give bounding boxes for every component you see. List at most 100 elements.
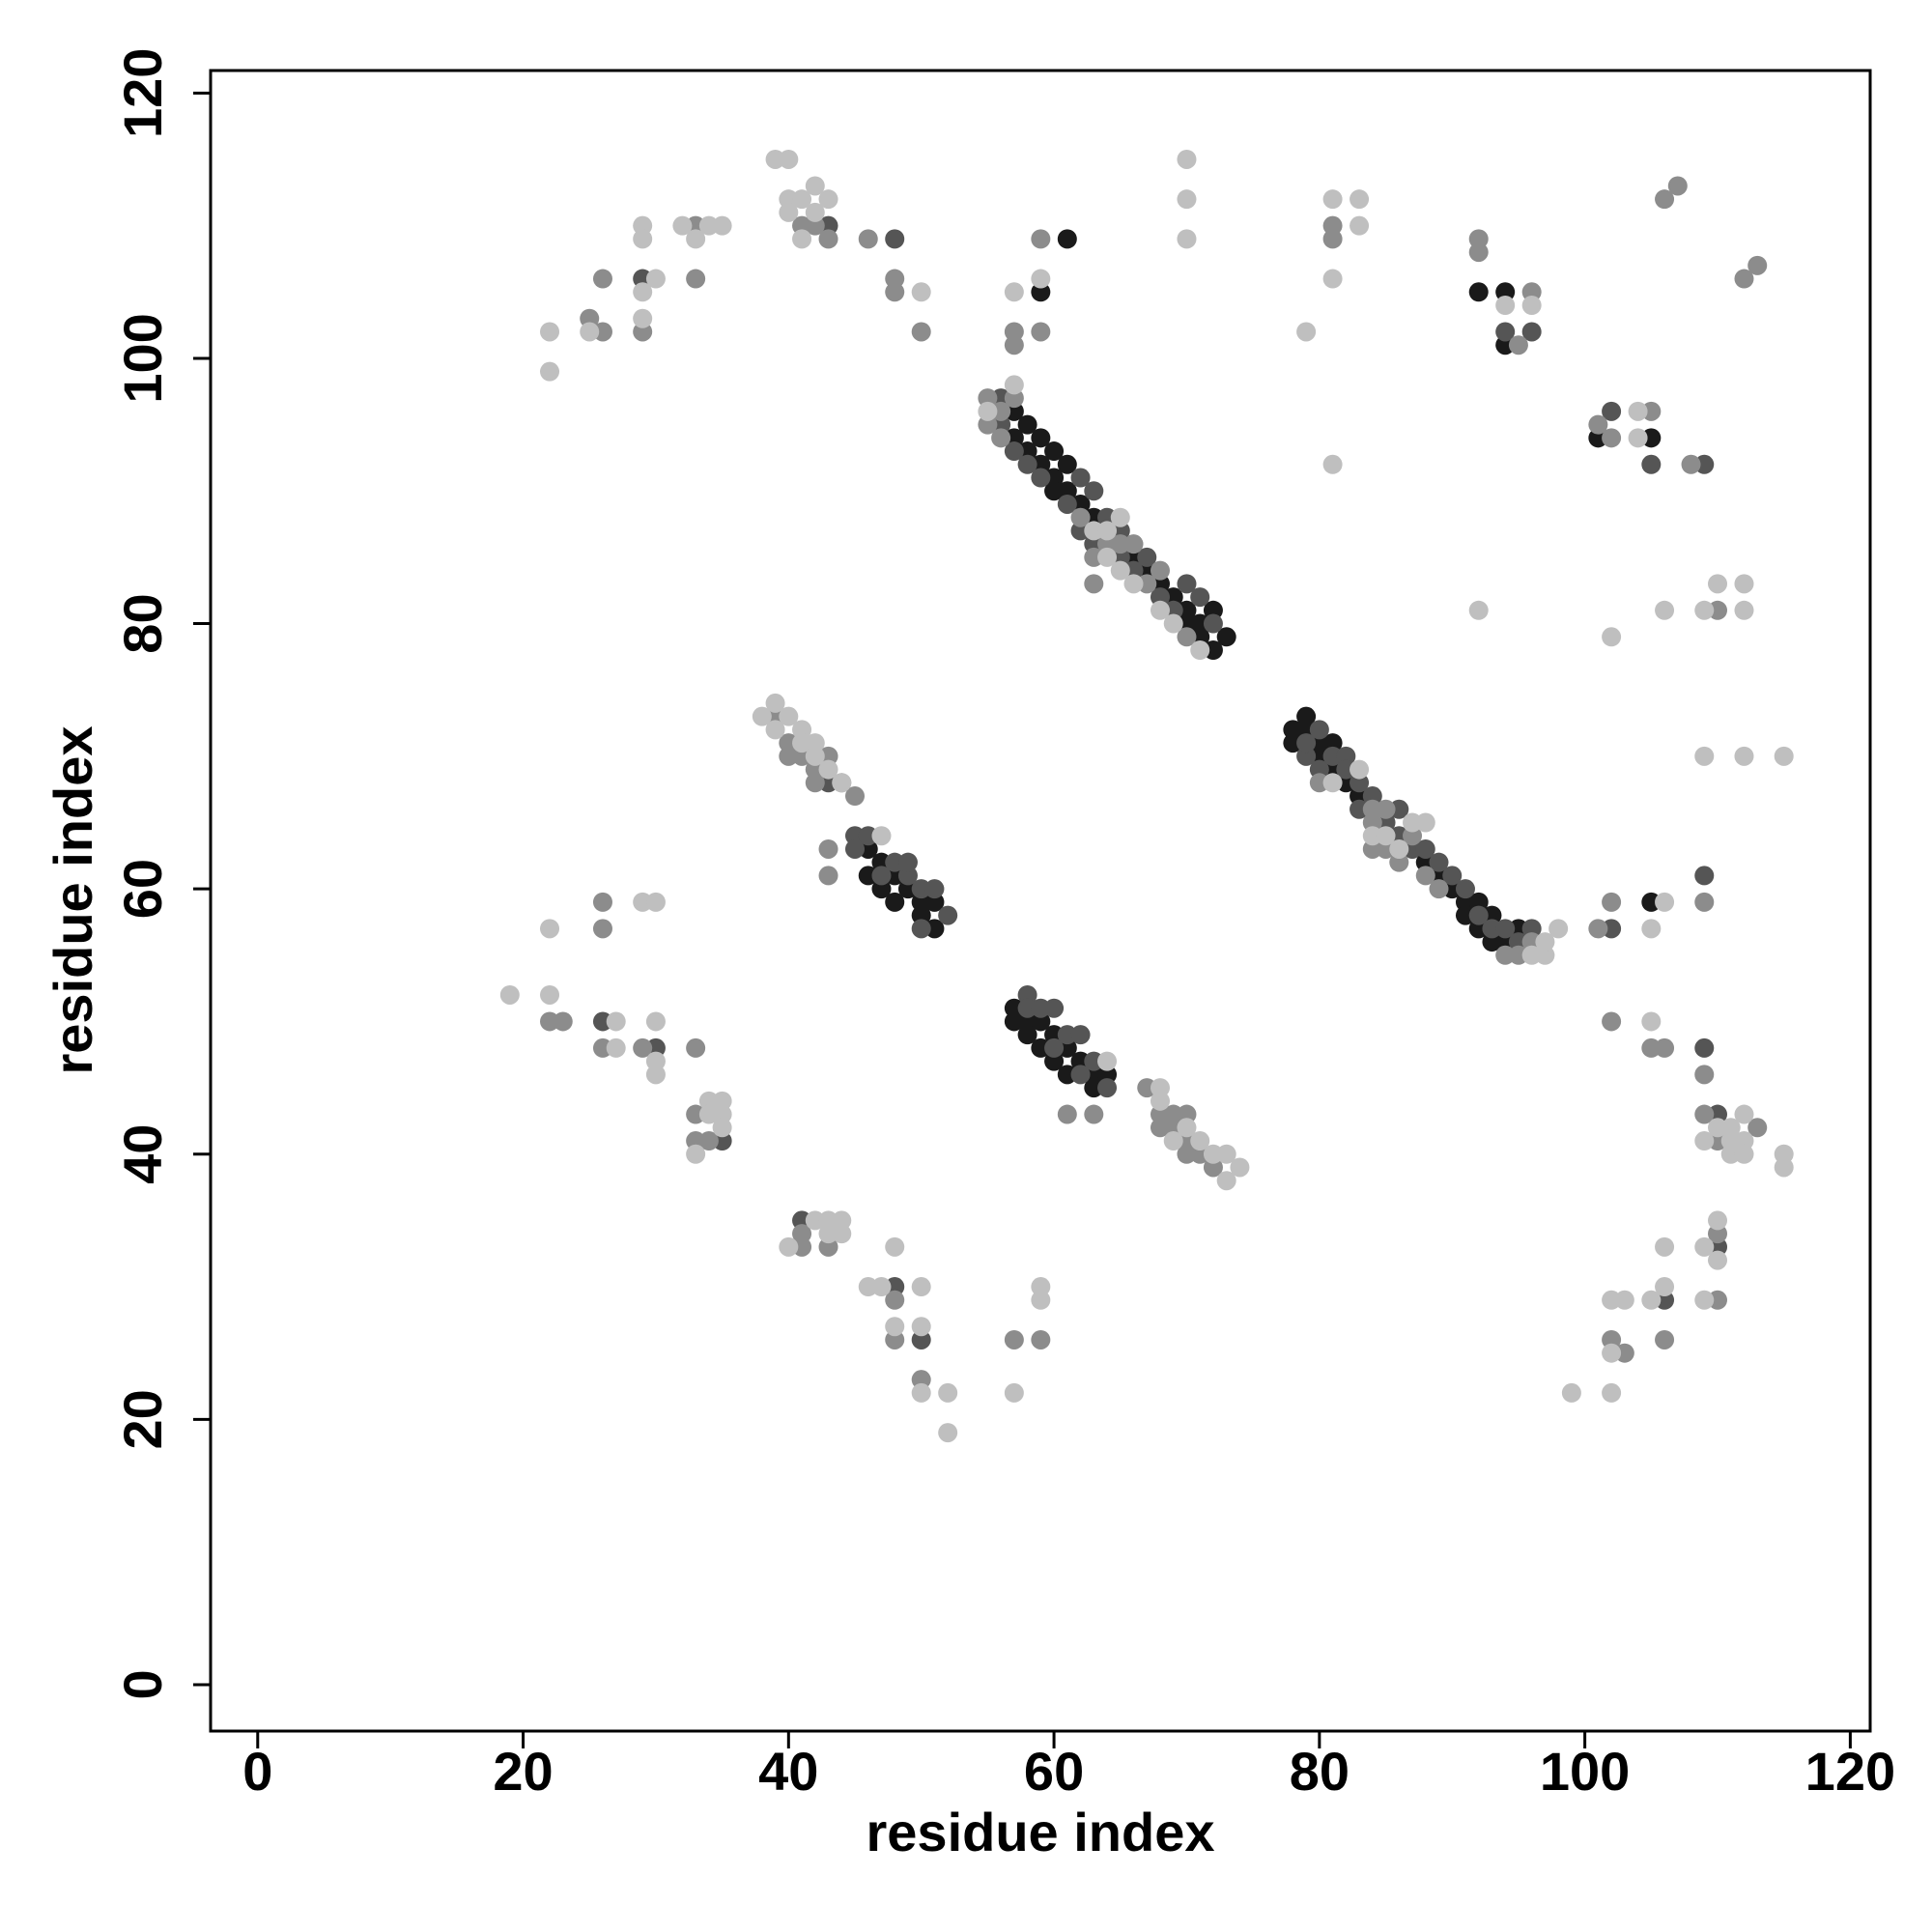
point (1177, 1131, 1197, 1151)
point (832, 773, 852, 793)
point (1681, 454, 1701, 474)
point (1747, 255, 1768, 275)
point (1044, 1037, 1065, 1058)
point (1044, 998, 1065, 1018)
point (1614, 1343, 1634, 1363)
point (1482, 919, 1502, 939)
point (1296, 720, 1317, 740)
point (633, 892, 653, 912)
point (885, 269, 905, 289)
point (871, 852, 892, 872)
y-tick-label: 80 (112, 593, 173, 653)
point (540, 919, 560, 939)
point (818, 866, 838, 886)
point (698, 215, 719, 236)
point (686, 269, 706, 289)
x-tick-label: 120 (1805, 1741, 1895, 1802)
point (1190, 613, 1210, 634)
point (1004, 375, 1024, 395)
point (792, 1210, 812, 1231)
point (1362, 812, 1382, 833)
point (1588, 414, 1608, 435)
point (818, 1210, 838, 1231)
point (1655, 892, 1675, 912)
point (1296, 322, 1317, 342)
point (1031, 1277, 1051, 1297)
point (1336, 746, 1356, 766)
point (1097, 521, 1118, 541)
point (1415, 852, 1435, 872)
point (765, 149, 785, 169)
point (924, 892, 945, 912)
point (1216, 1171, 1236, 1191)
point (1309, 773, 1329, 793)
point (1694, 454, 1715, 474)
point (1057, 1065, 1077, 1085)
point (606, 1011, 626, 1032)
point (978, 401, 998, 421)
point (1521, 945, 1542, 965)
point (1177, 1104, 1197, 1124)
point (1641, 428, 1662, 448)
point (1655, 1277, 1675, 1297)
point (1309, 759, 1329, 780)
point (1389, 799, 1409, 819)
point (1468, 242, 1489, 263)
point (1084, 547, 1104, 567)
point (1602, 1343, 1622, 1363)
point (606, 1037, 626, 1058)
point (818, 215, 838, 236)
point (1602, 401, 1622, 421)
point (1734, 600, 1754, 620)
point (1177, 149, 1197, 169)
point (1163, 613, 1183, 634)
point (805, 746, 825, 766)
point (1203, 1157, 1223, 1178)
point (698, 1104, 719, 1124)
point (1004, 1382, 1024, 1403)
point (1708, 1118, 1728, 1138)
point (1110, 521, 1130, 541)
point (1734, 1104, 1754, 1124)
point (911, 1317, 931, 1337)
point (633, 322, 653, 342)
point (1482, 905, 1502, 925)
point (1720, 1131, 1741, 1151)
point (1031, 428, 1051, 448)
point (1004, 322, 1024, 342)
point (885, 1317, 905, 1337)
point (845, 786, 866, 807)
point (911, 1277, 931, 1297)
point (1548, 919, 1569, 939)
point (645, 1051, 666, 1071)
point (1455, 892, 1475, 912)
x-tick-label: 100 (1540, 1741, 1630, 1802)
point (1044, 468, 1065, 488)
point (1350, 215, 1370, 236)
y-tick-label: 40 (112, 1124, 173, 1184)
point (1070, 507, 1091, 527)
point (633, 282, 653, 302)
point (1535, 945, 1555, 965)
point (805, 176, 825, 196)
point (1203, 613, 1223, 634)
point (1403, 838, 1423, 859)
point (911, 919, 931, 939)
x-tick-label: 20 (493, 1741, 553, 1802)
point (1655, 1236, 1675, 1257)
point (1694, 892, 1715, 912)
point (818, 229, 838, 249)
point (885, 1236, 905, 1257)
point (1641, 1290, 1662, 1310)
point (1150, 1078, 1170, 1098)
point (871, 1277, 892, 1297)
point (1322, 759, 1343, 780)
point (1734, 1144, 1754, 1164)
point (1123, 547, 1144, 567)
point (792, 215, 812, 236)
point (1376, 826, 1396, 846)
point (1163, 1104, 1183, 1124)
point (1455, 905, 1475, 925)
point (592, 1011, 612, 1032)
point (1177, 627, 1197, 647)
